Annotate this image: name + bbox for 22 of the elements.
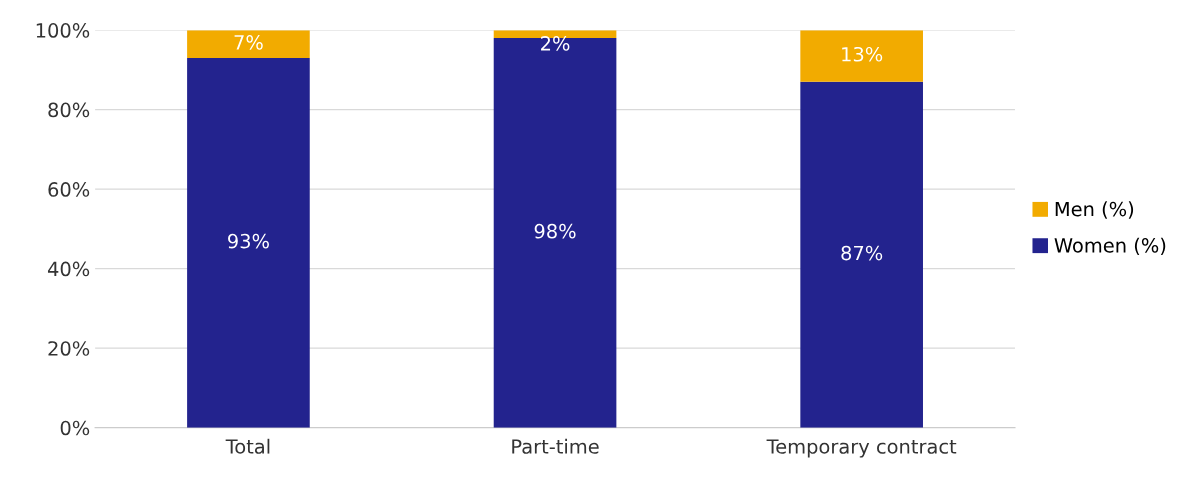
y-tick-label: 0% (60, 420, 90, 436)
data-label: 98% (534, 223, 576, 239)
data-label: 13% (842, 46, 883, 62)
x-tick-label: Part-time (512, 438, 599, 454)
bar (800, 30, 923, 82)
data-label: 87% (841, 245, 883, 261)
y-tick-label: 100% (36, 23, 90, 38)
legend-label: Women (%) (1054, 237, 1166, 255)
data-label: 7% (234, 34, 263, 50)
y-tick-label: 80% (48, 102, 90, 118)
legend-label: Men (%) (1055, 201, 1134, 219)
y-tick-label: 40% (47, 261, 90, 277)
bar (493, 38, 617, 428)
data-label: 2% (541, 36, 570, 51)
y-tick-label: 20% (48, 341, 90, 356)
bar (187, 57, 310, 428)
bar (800, 81, 923, 428)
y-tick-label: 60% (48, 182, 90, 197)
data-label: 93% (228, 233, 269, 249)
bar (187, 30, 310, 58)
x-tick-label: Temporary contract (766, 439, 957, 458)
x-tick-label: Total (225, 438, 270, 454)
